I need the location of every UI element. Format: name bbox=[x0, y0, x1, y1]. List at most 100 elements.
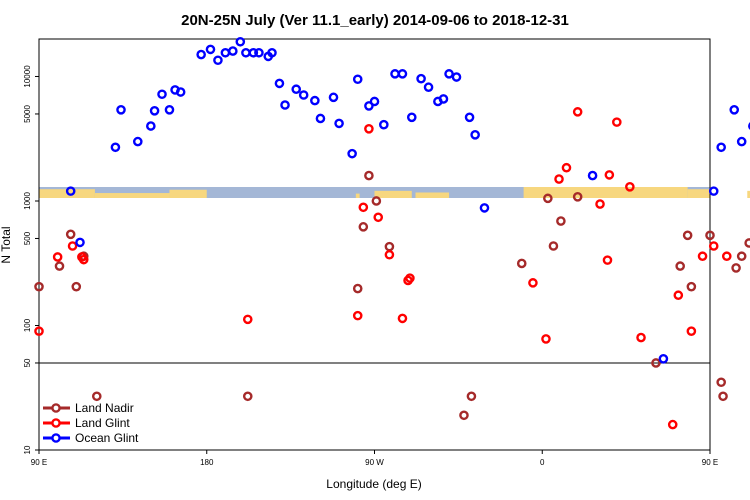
y-tick-label: 10000 bbox=[23, 65, 32, 88]
ocean-glint-point bbox=[149, 106, 160, 116]
land-nadir-point bbox=[466, 391, 477, 402]
ocean-glint-point bbox=[334, 118, 344, 129]
y-tick-label: 10 bbox=[23, 445, 32, 454]
ocean-glint-point bbox=[298, 90, 309, 100]
land-glint-point bbox=[528, 278, 538, 288]
land-segment bbox=[687, 189, 710, 198]
land-glint-point bbox=[625, 182, 635, 192]
ocean-glint-point bbox=[164, 104, 175, 115]
land-nadir-point bbox=[731, 263, 741, 273]
land-nadir-point bbox=[516, 258, 527, 269]
land-glint-legend-marker bbox=[51, 418, 61, 428]
land-nadir-point bbox=[682, 230, 693, 241]
land-nadir-point bbox=[718, 391, 728, 402]
ocean-glint-point bbox=[464, 112, 475, 123]
ocean-glint-point bbox=[479, 203, 490, 213]
ocean-glint-point bbox=[379, 119, 389, 130]
land-glint-point bbox=[595, 199, 605, 209]
land-glint-point bbox=[384, 249, 395, 260]
land-glint-point bbox=[242, 314, 253, 325]
ocean-glint-point bbox=[406, 112, 417, 123]
land-glint-point bbox=[604, 170, 615, 180]
ocean-glint-point bbox=[274, 78, 285, 89]
ocean-glint-point bbox=[390, 69, 400, 79]
ocean-glint-point bbox=[65, 186, 76, 196]
data-points bbox=[34, 36, 750, 430]
land-glint-point bbox=[78, 254, 89, 265]
ocean-glint-point bbox=[267, 47, 277, 58]
land-nadir-point bbox=[459, 410, 469, 421]
land-nadir-point bbox=[686, 281, 697, 292]
ocean-glint-point bbox=[75, 237, 85, 248]
land-nadir-point bbox=[736, 251, 747, 262]
ocean-glint-point bbox=[280, 100, 290, 110]
x-tick-label: 90 E bbox=[702, 458, 718, 467]
land-nadir-point bbox=[384, 241, 395, 252]
y-tick-label: 100 bbox=[23, 318, 32, 332]
ocean-glint-point bbox=[438, 94, 449, 104]
land-glint-point bbox=[636, 332, 646, 343]
land-segment bbox=[374, 190, 412, 198]
ocean-glint-point bbox=[352, 74, 363, 85]
land-glint-point bbox=[673, 290, 684, 301]
plot-frame bbox=[38, 38, 711, 451]
land-glint-point bbox=[572, 107, 583, 117]
land-nadir-point bbox=[364, 170, 374, 181]
ocean-glint-point bbox=[470, 130, 480, 140]
land-glint-point bbox=[364, 123, 374, 134]
land-segment bbox=[169, 189, 207, 198]
land-nadir-point bbox=[651, 358, 661, 368]
ocean-glint-point bbox=[748, 122, 750, 130]
land-glint-point bbox=[52, 252, 63, 262]
y-tick-label: 5000 bbox=[23, 105, 32, 123]
y-tick-label: 1000 bbox=[23, 192, 32, 210]
ocean-glint-point bbox=[310, 95, 320, 106]
ocean-glint-point bbox=[444, 69, 454, 79]
land-mask-strip bbox=[39, 187, 750, 198]
ocean-glint-point bbox=[364, 101, 374, 111]
land-segment bbox=[355, 193, 360, 198]
ocean-glint-point bbox=[658, 354, 669, 364]
land-segment bbox=[94, 193, 170, 198]
land-glint-point bbox=[667, 419, 678, 430]
x-tick-label: 180 bbox=[200, 458, 214, 467]
land-nadir-legend-label: Land Nadir bbox=[75, 401, 134, 415]
x-tick-label: 90 E bbox=[31, 458, 47, 467]
ocean-glint-point bbox=[328, 92, 339, 103]
land-nadir-point bbox=[744, 238, 750, 248]
x-axis-label: Longitude (deg E) bbox=[326, 477, 421, 491]
ocean-glint-point bbox=[315, 113, 326, 124]
land-glint-point bbox=[405, 273, 415, 283]
y-axis-label: N Total bbox=[0, 226, 13, 263]
ocean-glint-point bbox=[157, 89, 167, 100]
ocean-glint-point bbox=[175, 87, 186, 97]
ocean-glint-point bbox=[220, 47, 231, 58]
land-segment bbox=[415, 192, 450, 198]
ocean-glint-point bbox=[708, 186, 719, 196]
land-glint-point bbox=[397, 313, 408, 324]
land-segment bbox=[523, 187, 688, 198]
land-glint-point bbox=[358, 202, 369, 213]
ocean-glint-point bbox=[205, 44, 216, 55]
land-nadir-point bbox=[556, 216, 566, 226]
ocean-glint-legend-label: Ocean Glint bbox=[75, 431, 139, 445]
land-glint-point bbox=[34, 326, 44, 336]
ocean-glint-point bbox=[736, 136, 747, 147]
land-glint-point bbox=[708, 241, 719, 251]
land-nadir-point bbox=[242, 391, 253, 402]
land-nadir-legend-marker bbox=[51, 403, 61, 413]
land-nadir-point bbox=[352, 283, 363, 294]
ocean-glint-legend-marker bbox=[51, 433, 61, 443]
land-glint-point bbox=[554, 174, 564, 184]
ocean-glint-point bbox=[235, 36, 246, 47]
ocean-glint-point bbox=[729, 104, 740, 115]
ocean-glint-point bbox=[228, 46, 238, 56]
land-segment bbox=[747, 190, 750, 198]
land-nadir-point bbox=[675, 261, 685, 271]
y-tick-label: 50 bbox=[23, 358, 32, 367]
land-glint-point bbox=[686, 326, 697, 336]
land-glint-point bbox=[67, 241, 78, 251]
ocean-glint-point bbox=[132, 136, 143, 147]
land-glint-point bbox=[352, 310, 363, 321]
